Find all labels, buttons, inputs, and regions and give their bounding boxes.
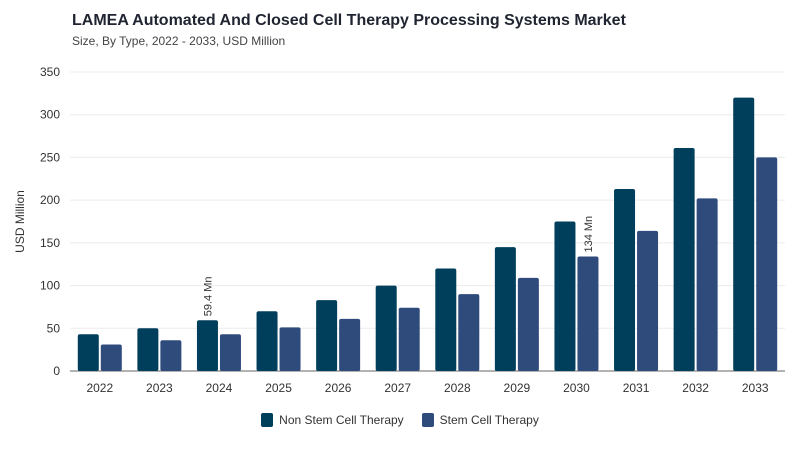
y-tick-label: 350 [40, 65, 60, 79]
bar-non-stem-2025 [256, 311, 278, 371]
x-tick-label: 2024 [206, 381, 233, 395]
bar-non-stem-2024 [196, 320, 218, 371]
x-tick-label: 2023 [146, 381, 173, 395]
data-label: 59.4 Mn [202, 277, 214, 317]
bar-stem-2027 [398, 307, 420, 371]
y-tick-label: 200 [40, 193, 60, 207]
bar-non-stem-2032 [673, 148, 695, 371]
x-tick-label: 2025 [265, 381, 292, 395]
bar-non-stem-2023 [137, 328, 159, 371]
bar-stem-2029 [517, 277, 539, 371]
bar-non-stem-2027 [375, 285, 397, 371]
bar-stem-2032 [696, 198, 718, 371]
bar-non-stem-2030 [554, 221, 576, 371]
y-tick-label: 100 [40, 279, 60, 293]
bar-non-stem-2031 [614, 189, 636, 371]
data-label: 134 Mn [583, 216, 595, 253]
bar-non-stem-2026 [316, 300, 338, 371]
legend-swatch-stem [421, 413, 434, 427]
bar-stem-2030 [577, 256, 599, 371]
chart-subtitle: Size, By Type, 2022 - 2033, USD Million [72, 34, 286, 48]
bar-stem-2023 [160, 340, 182, 371]
x-tick-label: 2028 [444, 381, 471, 395]
legend-item-non-stem[interactable]: Non Stem Cell Therapy [261, 413, 404, 427]
x-tick-label: 2022 [86, 381, 113, 395]
x-tick-label: 2026 [325, 381, 352, 395]
bar-stem-2022 [100, 344, 122, 371]
legend-item-stem[interactable]: Stem Cell Therapy [421, 413, 539, 427]
bar-stem-2025 [279, 327, 301, 371]
legend-swatch-non-stem [261, 413, 274, 427]
bar-non-stem-2033 [733, 97, 755, 371]
bar-non-stem-2028 [435, 268, 457, 371]
bar-stem-2031 [637, 230, 659, 371]
y-tick-label: 50 [47, 321, 61, 335]
x-tick-label: 2032 [682, 381, 709, 395]
chart-legend: Non Stem Cell Therapy Stem Cell Therapy [0, 413, 800, 427]
x-tick-label: 2033 [742, 381, 769, 395]
x-tick-label: 2031 [623, 381, 650, 395]
legend-label-stem: Stem Cell Therapy [439, 413, 539, 427]
bar-stem-2033 [756, 157, 778, 371]
y-tick-label: 250 [40, 150, 60, 164]
bar-non-stem-2022 [77, 334, 99, 371]
bar-non-stem-2029 [494, 247, 516, 371]
y-tick-label: 0 [53, 364, 60, 378]
x-tick-label: 2029 [504, 381, 531, 395]
bar-stem-2028 [458, 294, 480, 371]
y-tick-label: 150 [40, 236, 60, 250]
x-tick-label: 2027 [384, 381, 411, 395]
x-tick-label: 2030 [563, 381, 590, 395]
y-tick-label: 300 [40, 108, 60, 122]
bar-stem-2024 [219, 334, 241, 371]
legend-label-non-stem: Non Stem Cell Therapy [279, 413, 404, 427]
chart-title: LAMEA Automated And Closed Cell Therapy … [72, 12, 626, 29]
y-axis-label: USD Million [13, 190, 27, 253]
bar-stem-2026 [339, 318, 361, 371]
